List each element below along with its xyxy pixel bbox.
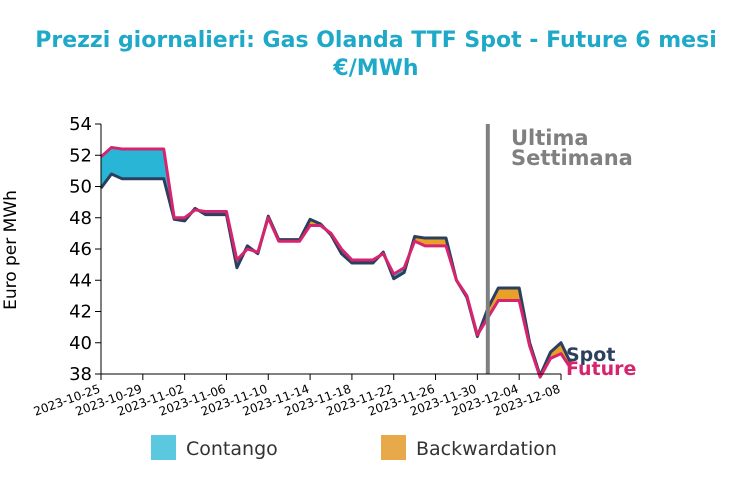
annotation-last-week: Ultima Settimana bbox=[511, 126, 633, 170]
y-tick-label: 48 bbox=[69, 208, 92, 229]
end-label-future: Future bbox=[566, 358, 636, 380]
annotation-line2: Settimana bbox=[511, 146, 633, 170]
y-tick-label: 50 bbox=[69, 177, 92, 198]
y-tick-label: 40 bbox=[69, 333, 92, 354]
legend: Contango Backwardation bbox=[151, 435, 557, 460]
chart-title-line1: Prezzi giornalieri: Gas Olanda TTF Spot … bbox=[35, 28, 717, 53]
y-tick-label: 38 bbox=[69, 364, 92, 385]
legend-swatch-contango bbox=[151, 435, 176, 460]
spot-line bbox=[99, 172, 573, 378]
legend-label-backwardation: Backwardation bbox=[416, 438, 557, 460]
future-line bbox=[99, 145, 573, 379]
backwardation-fill-segment bbox=[497, 287, 510, 301]
contango-fill-segment bbox=[132, 148, 144, 179]
plot-area: 3840424446485052542023-10-252023-10-2920… bbox=[32, 114, 573, 419]
contango-fill-segment bbox=[152, 148, 165, 179]
backwardation-fill-segment bbox=[508, 287, 520, 301]
y-axis-label: Euro per MWh bbox=[1, 190, 21, 310]
y-tick-label: 44 bbox=[69, 270, 92, 291]
annotation-line1: Ultima bbox=[511, 126, 589, 150]
legend-label-contango: Contango bbox=[186, 438, 278, 460]
y-tick-label: 46 bbox=[69, 239, 92, 260]
contango-fill-segment bbox=[142, 148, 154, 179]
y-tick-label: 54 bbox=[69, 114, 92, 135]
y-tick-label: 42 bbox=[69, 302, 92, 323]
end-label-spot: Spot bbox=[566, 344, 615, 366]
contango-fill-segment bbox=[121, 148, 133, 179]
chart-title-line2: €/MWh bbox=[332, 56, 418, 81]
y-tick-label: 52 bbox=[69, 145, 92, 166]
legend-swatch-backwardation bbox=[381, 435, 406, 460]
